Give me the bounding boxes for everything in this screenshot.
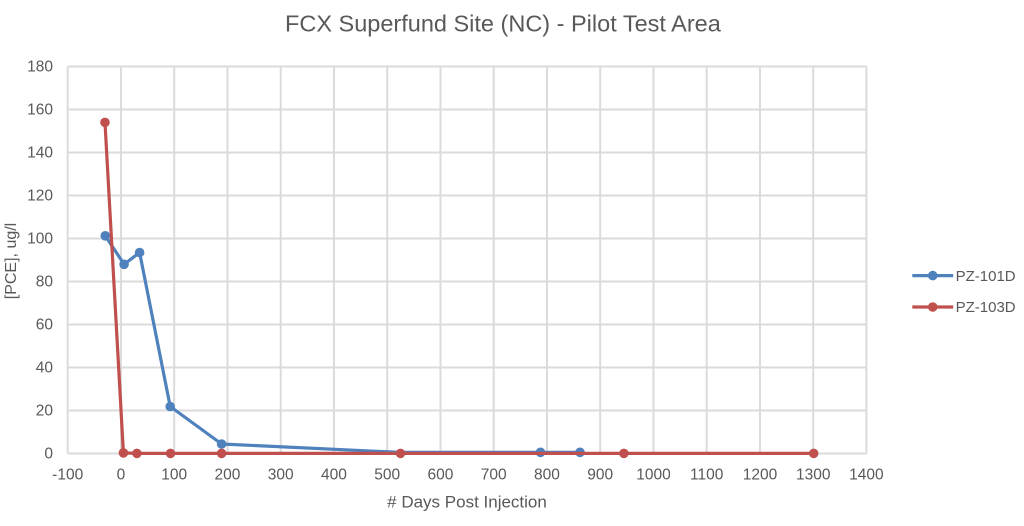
svg-text:1400: 1400 [849,467,884,484]
svg-text:-100: -100 [52,467,83,484]
svg-text:FCX Superfund Site (NC) - Pilo: FCX Superfund Site (NC) - Pilot Test Are… [285,11,722,37]
svg-text:140: 140 [27,144,53,161]
svg-text:# Days Post Injection: # Days Post Injection [387,493,547,512]
svg-text:PZ-103D: PZ-103D [956,299,1016,316]
svg-text:0: 0 [117,467,126,484]
svg-text:1200: 1200 [743,467,778,484]
svg-text:400: 400 [321,467,347,484]
svg-text:600: 600 [428,467,454,484]
svg-text:40: 40 [36,359,54,376]
svg-text:700: 700 [481,467,507,484]
svg-text:20: 20 [36,402,54,419]
svg-text:1000: 1000 [636,467,671,484]
svg-text:1100: 1100 [690,467,724,484]
svg-text:[PCE], ug/l: [PCE], ug/l [3,223,20,299]
svg-text:PZ-101D: PZ-101D [956,268,1016,285]
svg-text:900: 900 [587,467,613,484]
svg-text:1300: 1300 [796,467,831,484]
svg-text:100: 100 [27,230,53,247]
svg-text:100: 100 [161,467,187,484]
svg-text:120: 120 [27,187,53,204]
svg-text:160: 160 [27,101,53,118]
svg-text:800: 800 [534,467,560,484]
svg-text:500: 500 [374,467,400,484]
svg-text:80: 80 [36,273,54,290]
svg-text:200: 200 [215,467,241,484]
svg-text:180: 180 [27,58,53,75]
svg-text:60: 60 [36,316,54,333]
svg-text:300: 300 [268,467,294,484]
svg-text:0: 0 [44,445,53,462]
